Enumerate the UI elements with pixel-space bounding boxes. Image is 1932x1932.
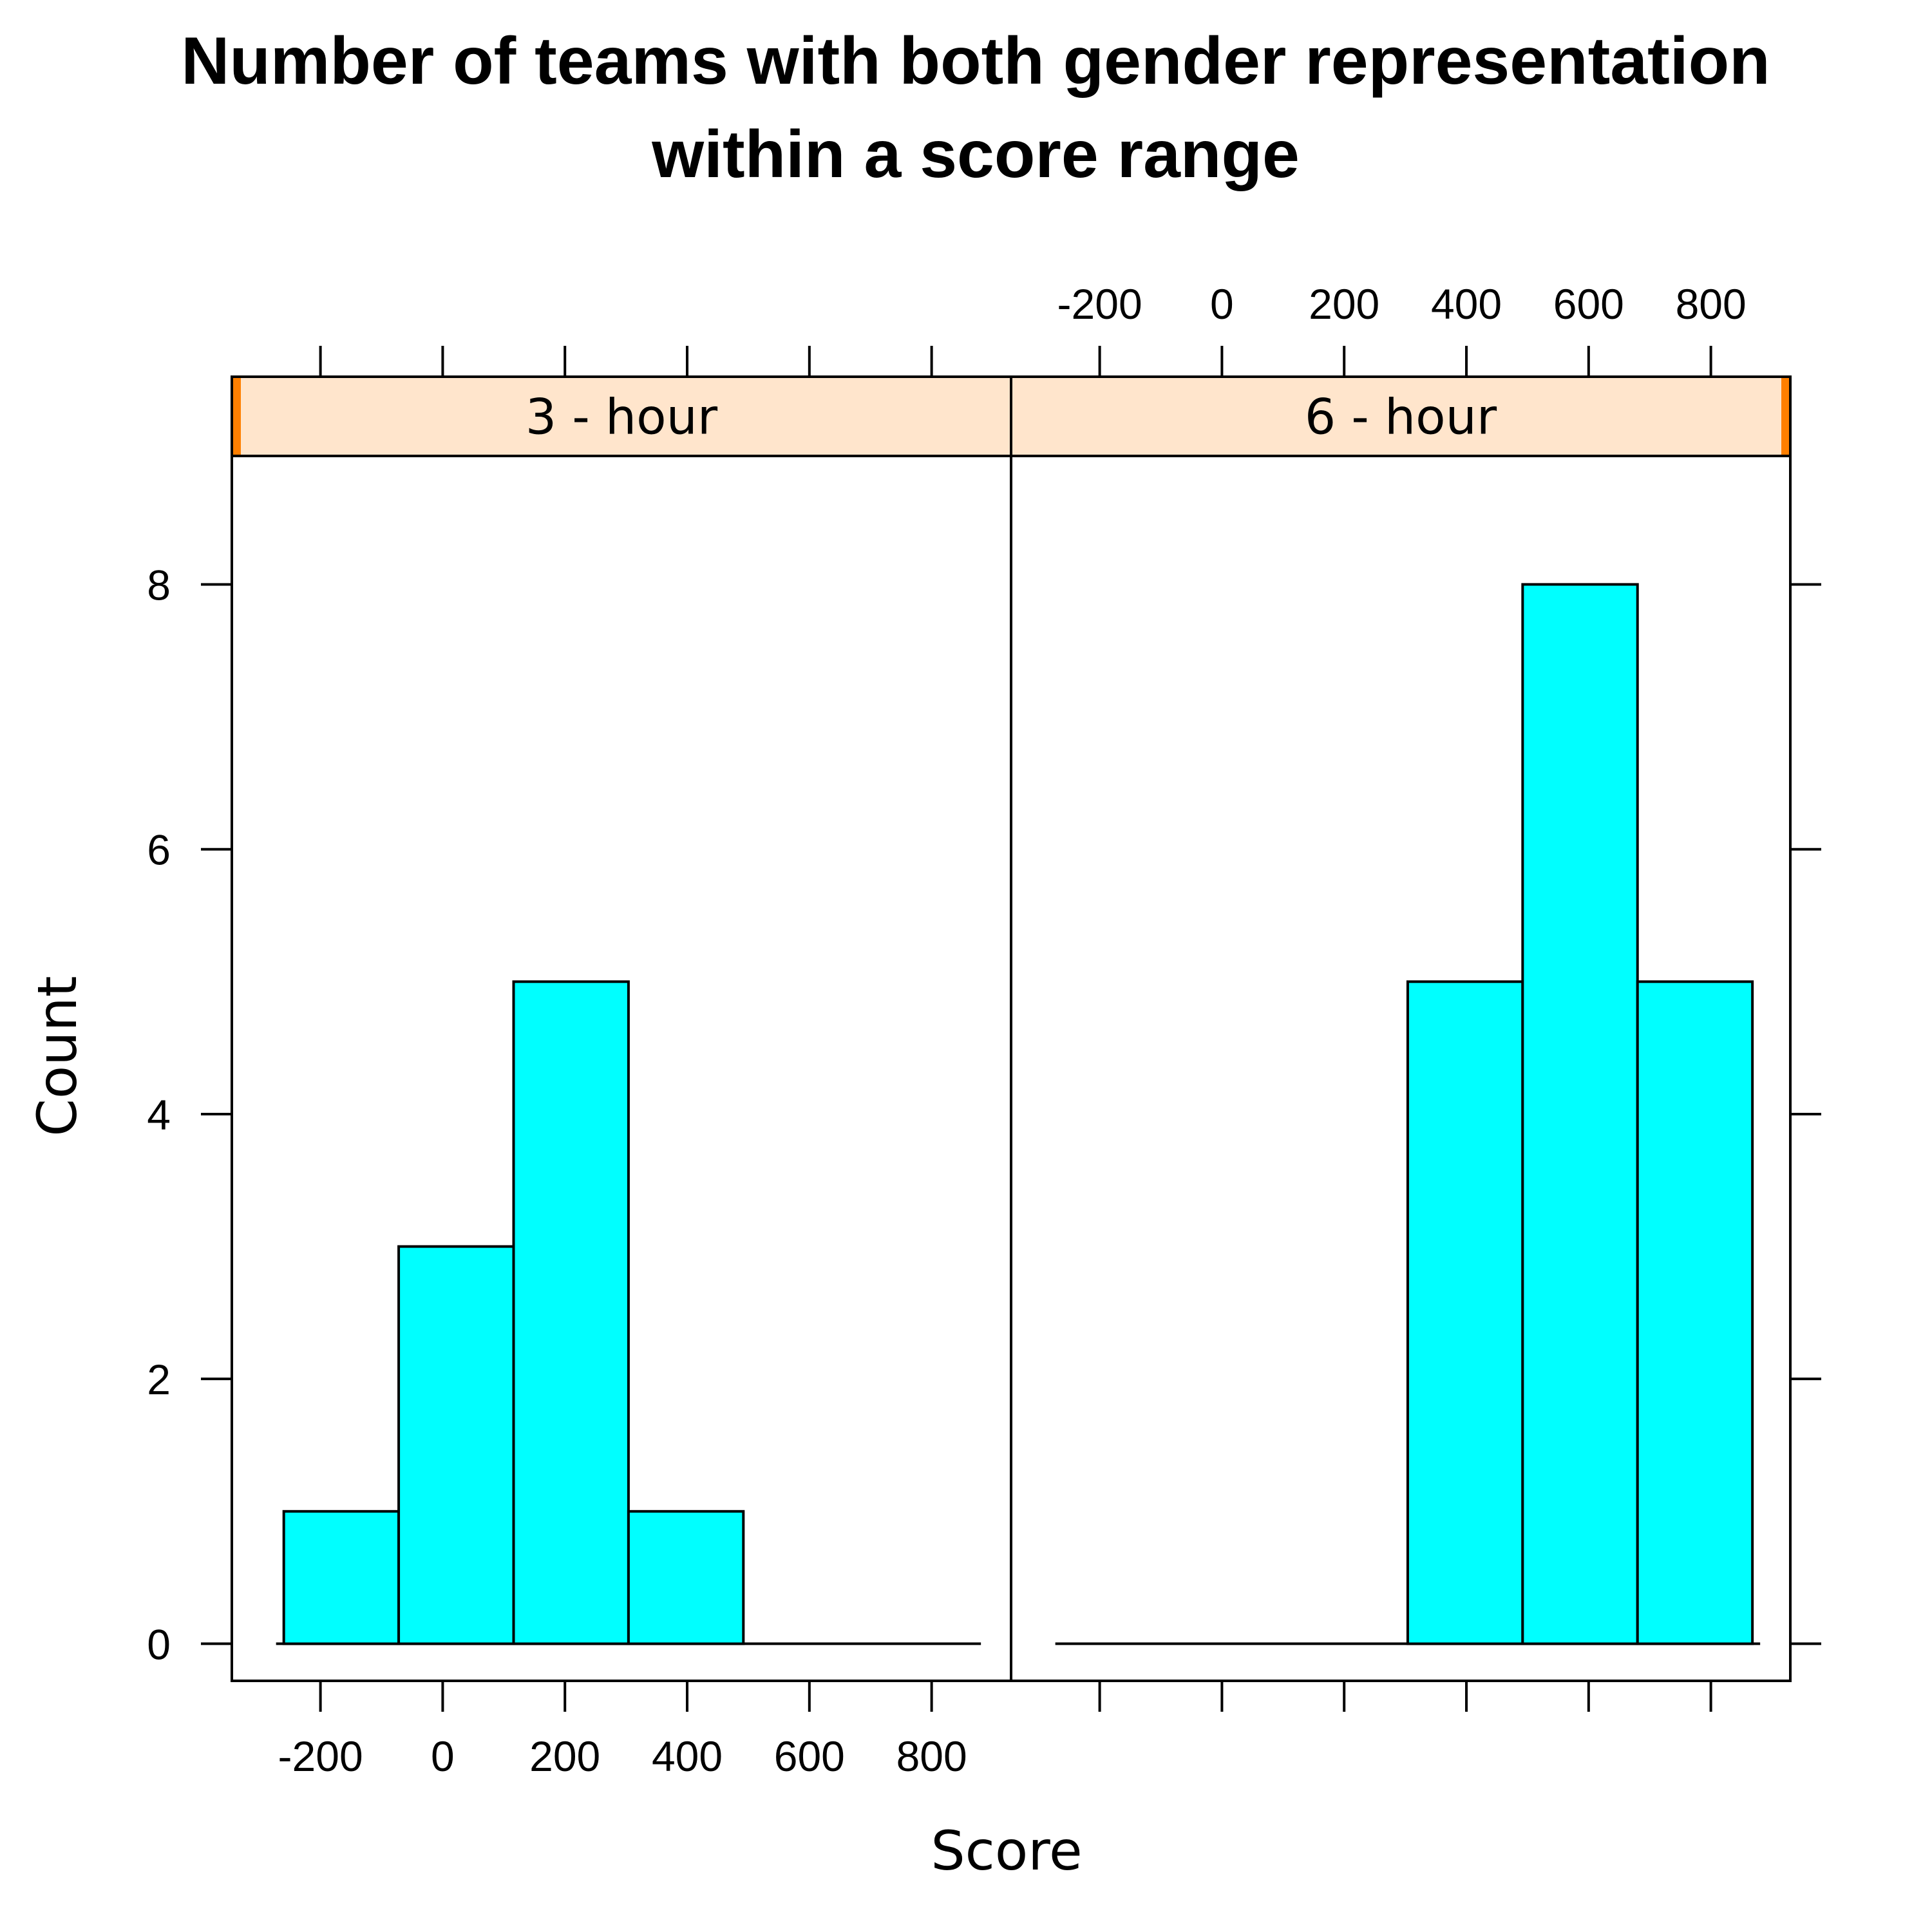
axes-layer: -200 0 200 400 600 800 -200 0 200 400 600 800 0 2 4 6 8 (147, 280, 1821, 1780)
x-tick-label: 800 (896, 1732, 967, 1780)
strip-header (231, 375, 1012, 457)
histogram-bar (512, 980, 630, 1645)
strip-frame (231, 375, 1792, 457)
histogram-bar (1636, 980, 1754, 1645)
strip-level-indicator (1781, 378, 1789, 455)
histogram-bar (1521, 583, 1639, 1645)
x-tick-label: -200 (278, 1732, 363, 1780)
chart-title-line-1: Number of teams with both gender represe… (181, 24, 1770, 99)
strip-label: 3 - hour (526, 388, 718, 446)
y-tick-label: 6 (147, 826, 171, 874)
y-tick-label: 8 (147, 561, 171, 609)
panel-2: 6 - hour (1010, 375, 1792, 1682)
x-tick-label: 800 (1676, 280, 1747, 328)
x-tick-label: 200 (529, 1732, 600, 1780)
y-axis-title: Count (26, 976, 89, 1136)
histogram-bar (282, 1510, 401, 1645)
x-tick-label: 600 (774, 1732, 845, 1780)
x-tick-label: 0 (1210, 280, 1234, 328)
x-axis-title: Score (931, 1819, 1082, 1882)
histogram-bar (627, 1510, 745, 1645)
histogram-bar (1406, 980, 1524, 1645)
panel-1: 3 - hour (231, 375, 1012, 1682)
histogram-bar (397, 1245, 515, 1645)
x-tick-label: 400 (1431, 280, 1502, 328)
strip-label: 6 - hour (1305, 388, 1497, 446)
x-tick-label: 400 (652, 1732, 723, 1780)
y-tick-label: 0 (147, 1620, 171, 1668)
x-tick-label: 0 (431, 1732, 455, 1780)
panels-layer: 3 - hour 6 - hour (231, 375, 1792, 1682)
x-tick-label: 200 (1309, 280, 1379, 328)
y-tick-label: 4 (147, 1091, 171, 1139)
x-tick-label: 600 (1553, 280, 1624, 328)
x-tick-label: -200 (1057, 280, 1142, 328)
y-tick-label: 2 (147, 1356, 171, 1403)
chart-title-line-2: within a score range (651, 117, 1300, 192)
strip-level-indicator (233, 378, 241, 455)
